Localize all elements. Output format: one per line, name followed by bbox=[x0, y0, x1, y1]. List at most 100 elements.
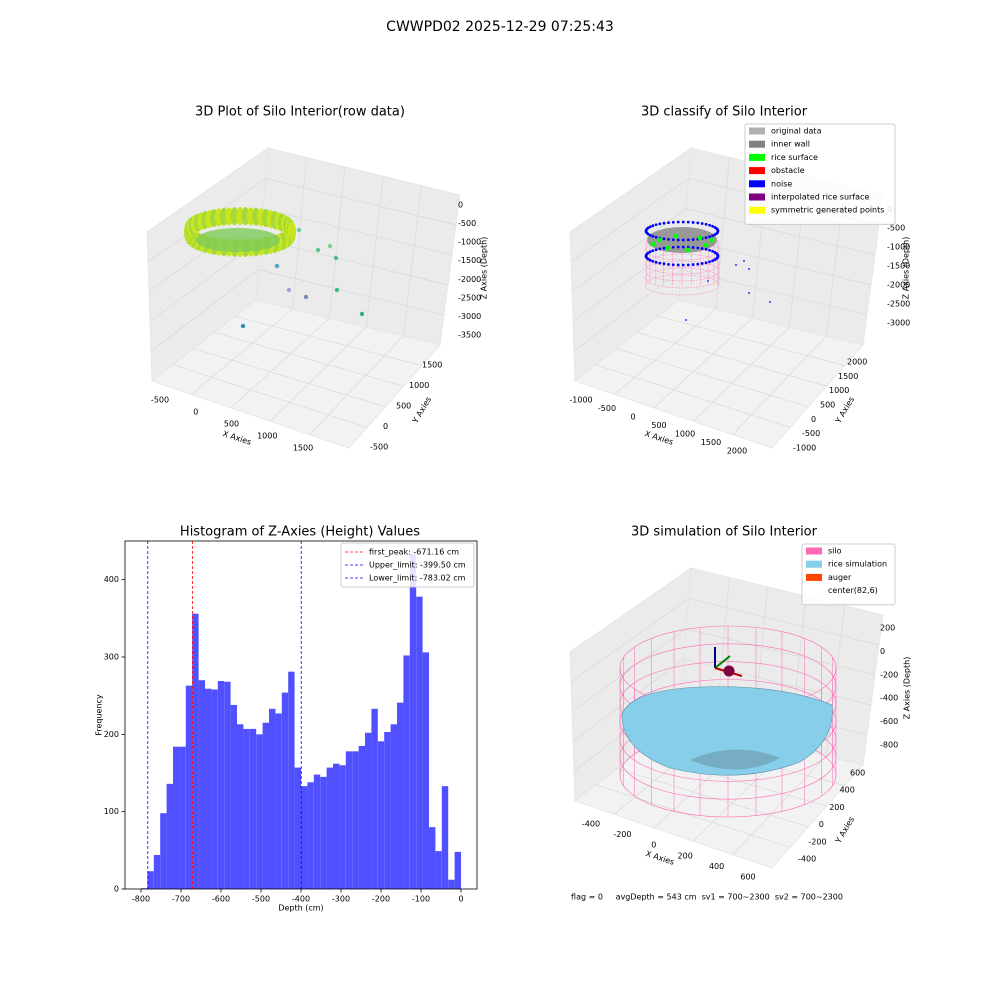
noise-ring-point bbox=[667, 262, 670, 266]
pane-grid bbox=[265, 178, 457, 226]
legend-label: silo bbox=[828, 547, 842, 556]
bar bbox=[409, 554, 417, 889]
outlier-point bbox=[240, 323, 246, 329]
legend-swatch bbox=[806, 573, 822, 581]
noise-ring-point bbox=[696, 246, 700, 250]
pane-grid bbox=[637, 332, 827, 387]
noise-ring-point bbox=[676, 220, 680, 224]
noise-ring-point bbox=[691, 221, 695, 224]
pane-grid bbox=[269, 326, 367, 422]
y-tick-label: 0 bbox=[114, 885, 119, 894]
noise-ring-point bbox=[704, 222, 708, 226]
pane-grid bbox=[292, 157, 307, 310]
bar bbox=[441, 786, 449, 889]
x-tick-label: -500 bbox=[252, 895, 270, 904]
noise-ring-point bbox=[704, 236, 708, 240]
x-tick-label: 400 bbox=[709, 862, 724, 871]
z-tick-label: -1500 bbox=[887, 262, 910, 271]
bar bbox=[198, 680, 205, 889]
noise-ring-point bbox=[681, 263, 685, 267]
noise-ring-point bbox=[711, 259, 714, 263]
pane-grid bbox=[258, 269, 445, 316]
noise-ring-point bbox=[648, 250, 652, 254]
bar bbox=[435, 851, 442, 889]
noise-ring-point bbox=[704, 261, 708, 265]
noise-ring-point bbox=[662, 262, 666, 266]
pane-grid bbox=[366, 176, 384, 328]
bar bbox=[345, 751, 353, 889]
bar bbox=[192, 613, 199, 889]
bar bbox=[377, 741, 385, 889]
noise-ring-point bbox=[696, 262, 700, 266]
noise-ring-point bbox=[708, 260, 711, 264]
y-tick-label: 1000 bbox=[829, 386, 849, 395]
noise-ring-point bbox=[658, 247, 662, 251]
noise-ring-point bbox=[662, 237, 666, 241]
x-tick-label: 1000 bbox=[257, 432, 277, 441]
pane-grid bbox=[260, 238, 449, 286]
noise-ring-point bbox=[704, 247, 708, 251]
rice-surface-point bbox=[697, 235, 703, 241]
z-tick-label: -500 bbox=[887, 224, 905, 233]
pane-grid bbox=[235, 315, 422, 366]
legend-label: symmetric generated points bbox=[771, 206, 884, 215]
rice-surface-point bbox=[685, 247, 691, 253]
noise-ring-point bbox=[686, 263, 690, 267]
pane-grid bbox=[688, 598, 880, 646]
pane-grid bbox=[191, 308, 294, 395]
axis-pane bbox=[574, 299, 864, 449]
z-tick-label: -400 bbox=[880, 694, 898, 703]
bar bbox=[390, 724, 397, 889]
pane-grid bbox=[686, 208, 876, 256]
bar bbox=[429, 827, 436, 889]
bar bbox=[352, 751, 359, 889]
legend-swatch bbox=[749, 206, 765, 214]
z-axis-label: Z Axies (Depth) bbox=[903, 657, 912, 720]
noise-ring-point bbox=[713, 233, 717, 237]
bar bbox=[173, 746, 180, 889]
bar bbox=[301, 786, 308, 889]
z-tick-label: -3000 bbox=[458, 312, 481, 321]
rice-surface-point bbox=[650, 241, 656, 247]
legend-swatch bbox=[749, 193, 765, 201]
z-tick-label: -2500 bbox=[887, 300, 910, 309]
noise-ring-point bbox=[696, 221, 700, 225]
legend-label: interpolated rice surface bbox=[771, 193, 869, 202]
z-tick-label: -800 bbox=[880, 741, 898, 750]
noise-ring-point bbox=[651, 249, 655, 253]
bar bbox=[326, 767, 333, 889]
noise-ring-point bbox=[700, 247, 704, 250]
y-tick-label: 500 bbox=[820, 401, 835, 410]
chart-title: Histogram of Z-Axies (Height) Values bbox=[180, 525, 420, 540]
y-tick-label: 0 bbox=[383, 422, 388, 431]
pane-grid bbox=[214, 332, 404, 387]
noise-point bbox=[748, 292, 750, 294]
noise-ring-point bbox=[681, 220, 685, 224]
z-tick-label: -3000 bbox=[887, 319, 910, 328]
pane-grid bbox=[595, 364, 791, 428]
x-tick-label: 500 bbox=[651, 421, 666, 430]
pane-grid bbox=[571, 628, 687, 712]
bar bbox=[237, 724, 244, 889]
noise-ring-point bbox=[691, 246, 695, 249]
bar bbox=[153, 854, 161, 889]
pane-grid bbox=[172, 364, 368, 428]
z-tick-label: 0 bbox=[458, 201, 463, 210]
bar bbox=[166, 783, 173, 889]
bar bbox=[230, 704, 237, 889]
noise-point bbox=[748, 268, 750, 270]
noise-ring-point bbox=[700, 222, 704, 225]
noise-ring-point bbox=[662, 221, 666, 225]
noise-ring-point bbox=[676, 245, 680, 249]
noise-ring-point bbox=[708, 235, 711, 239]
x-tick-label: -500 bbox=[598, 404, 616, 413]
noise-ring-point bbox=[713, 258, 717, 262]
legend-swatch bbox=[749, 167, 765, 175]
z-tick-label: -3500 bbox=[458, 331, 481, 340]
pane-grid bbox=[193, 348, 386, 408]
legend-swatch bbox=[749, 127, 765, 135]
bar bbox=[358, 745, 365, 889]
noise-ring-point bbox=[671, 220, 675, 224]
chart-title: 3D classify of Silo Interior bbox=[641, 105, 808, 120]
bar bbox=[422, 652, 429, 889]
